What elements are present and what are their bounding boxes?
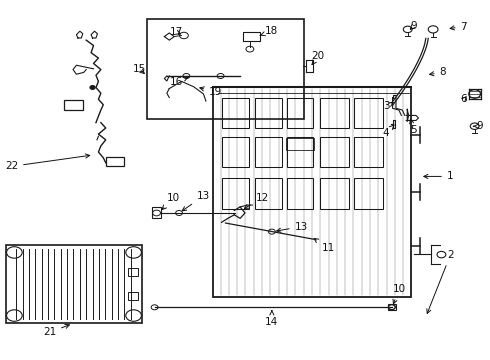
Bar <box>388 304 396 310</box>
Bar <box>320 178 349 209</box>
Text: 22: 22 <box>5 154 90 171</box>
Text: 2: 2 <box>427 250 454 314</box>
Bar <box>222 98 249 128</box>
Bar <box>287 178 314 209</box>
Bar <box>320 98 349 128</box>
Text: 5: 5 <box>410 119 417 135</box>
Text: 13: 13 <box>182 191 210 211</box>
Bar <box>152 207 161 218</box>
Text: 10: 10 <box>162 193 180 210</box>
Text: 12: 12 <box>245 193 269 208</box>
Bar <box>287 98 314 128</box>
Text: 16: 16 <box>170 77 189 87</box>
Text: 15: 15 <box>132 64 146 74</box>
Text: 10: 10 <box>392 284 405 304</box>
Text: 3: 3 <box>383 102 393 112</box>
Bar <box>64 100 83 110</box>
Text: 18: 18 <box>260 26 278 36</box>
Text: 6: 6 <box>461 94 467 104</box>
Bar <box>128 292 139 300</box>
Bar <box>255 98 282 128</box>
Bar <box>286 138 314 149</box>
Bar <box>213 87 411 297</box>
Text: 14: 14 <box>265 311 278 327</box>
Text: 9: 9 <box>410 21 417 31</box>
Bar <box>222 178 249 209</box>
Text: 21: 21 <box>43 324 70 337</box>
Bar <box>222 137 249 167</box>
Bar <box>287 137 314 167</box>
Text: 17: 17 <box>170 27 183 37</box>
Bar <box>320 137 349 167</box>
Text: 20: 20 <box>312 51 325 64</box>
Bar <box>354 98 383 128</box>
Bar <box>147 19 304 119</box>
Bar <box>255 178 282 209</box>
Text: 8: 8 <box>430 67 446 77</box>
Bar <box>354 178 383 209</box>
Bar <box>5 244 143 323</box>
Bar <box>106 157 124 166</box>
Text: 9: 9 <box>473 121 483 131</box>
Text: 13: 13 <box>277 222 308 232</box>
Text: 19: 19 <box>200 87 222 97</box>
Text: 7: 7 <box>450 22 467 32</box>
Bar <box>128 268 139 276</box>
Bar <box>255 137 282 167</box>
Bar <box>354 137 383 167</box>
Text: 11: 11 <box>314 238 335 253</box>
Text: 4: 4 <box>382 125 394 138</box>
Text: 1: 1 <box>424 171 454 181</box>
Circle shape <box>90 86 95 89</box>
